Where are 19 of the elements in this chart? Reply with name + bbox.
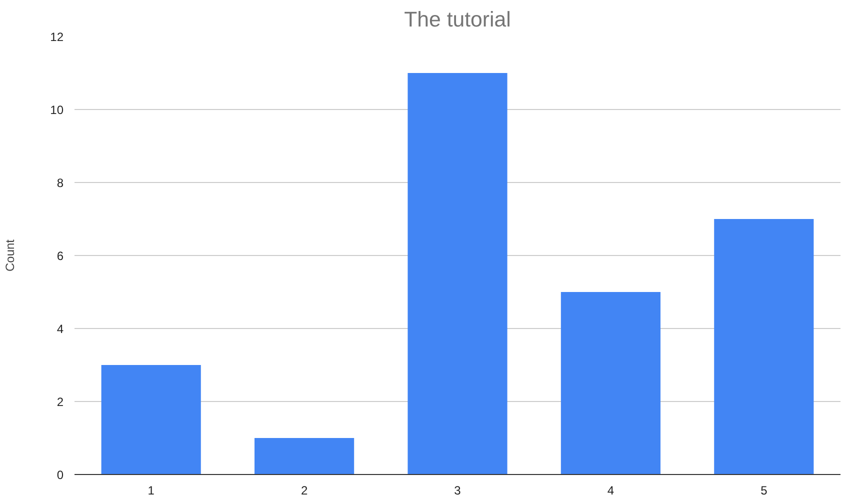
x-tick-label: 4 (607, 484, 614, 498)
bar (408, 73, 508, 474)
bar (101, 365, 201, 474)
y-tick-label: 12 (50, 30, 64, 44)
x-tick-label: 3 (454, 484, 462, 498)
x-tick-label: 5 (760, 484, 768, 498)
y-axis-title: Count (3, 238, 18, 272)
x-tick-label: 1 (148, 484, 155, 498)
bar (714, 219, 814, 474)
y-tick-label: 6 (56, 249, 64, 263)
bar (254, 438, 354, 474)
y-tick-label: 8 (56, 176, 64, 190)
y-tick-label: 10 (50, 103, 64, 117)
bar (560, 292, 660, 474)
y-tick-label: 0 (56, 468, 64, 482)
y-tick-label: 2 (56, 395, 64, 409)
chart-title: The tutorial (404, 8, 511, 32)
y-tick-label: 4 (56, 322, 64, 336)
x-tick-label: 2 (300, 484, 308, 498)
